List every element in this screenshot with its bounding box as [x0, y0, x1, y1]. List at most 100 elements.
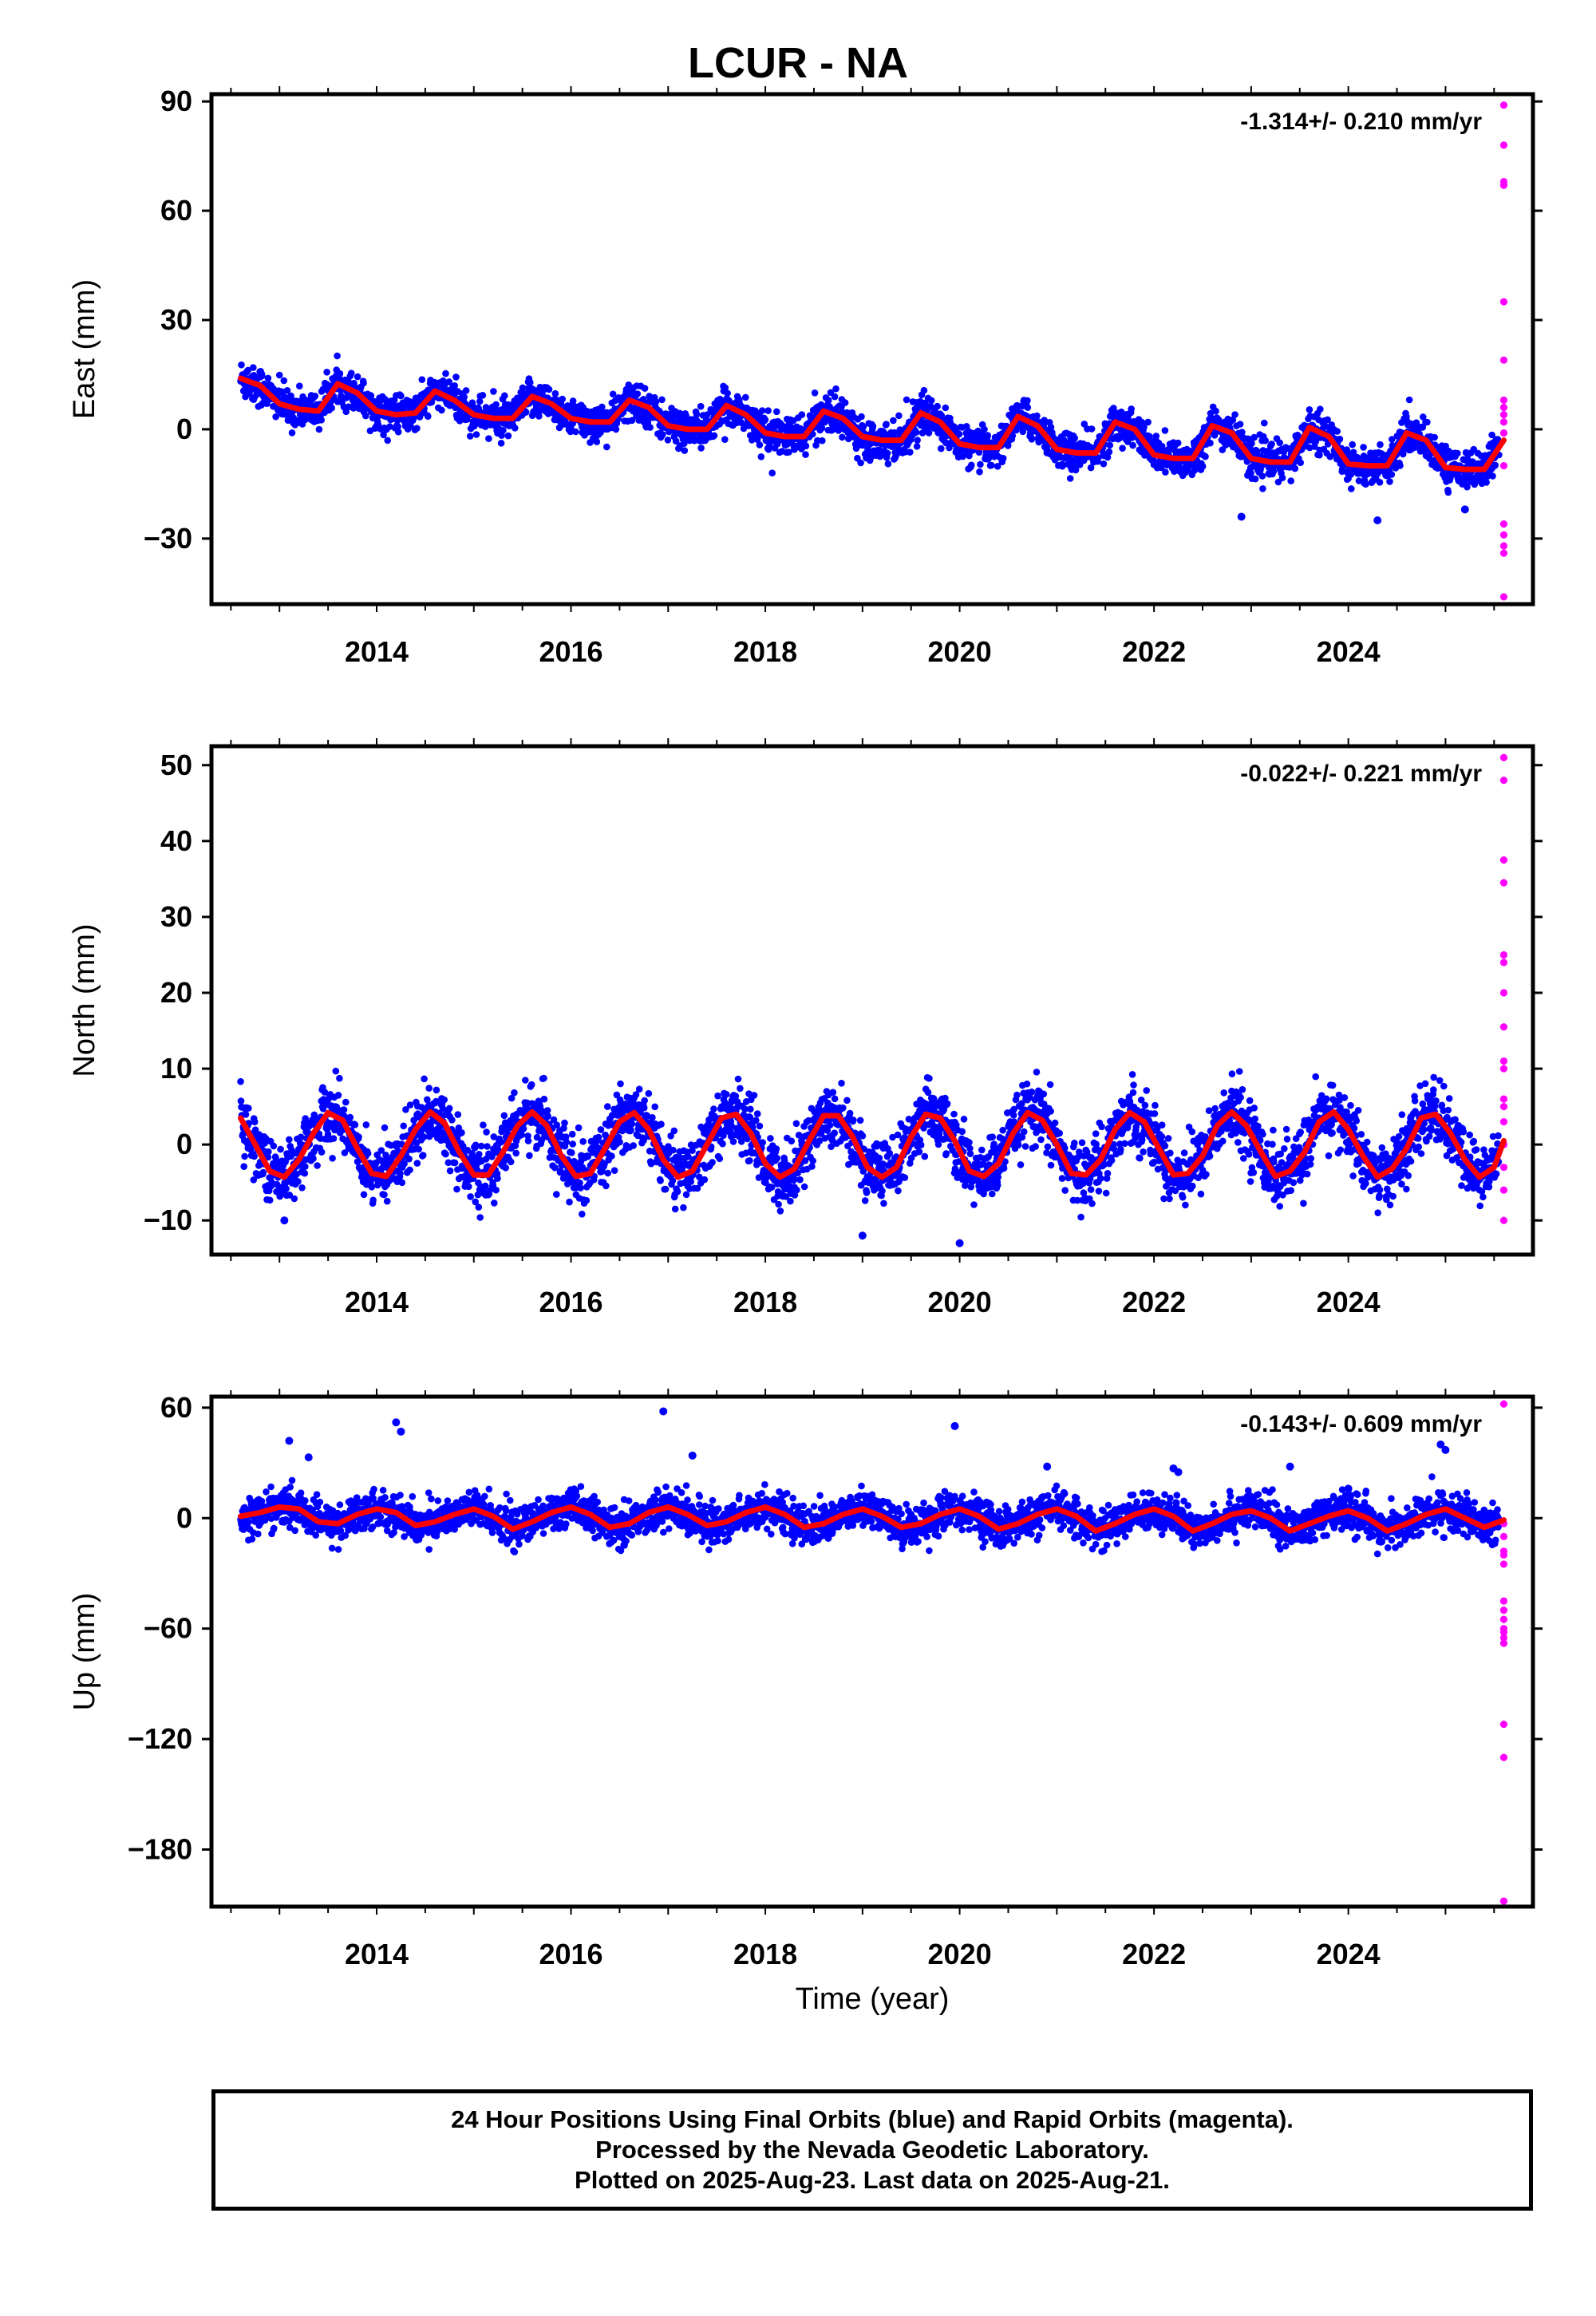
final-orbit-point	[1360, 444, 1367, 451]
final-orbit-point	[1024, 397, 1031, 405]
final-orbit-point	[724, 389, 731, 397]
final-orbit-point	[244, 366, 252, 374]
final-orbit-point	[476, 1214, 484, 1221]
final-orbit-point	[472, 421, 479, 428]
final-orbit-point	[617, 1080, 624, 1088]
final-orbit-point	[511, 1089, 518, 1097]
final-orbit-point	[747, 1105, 754, 1113]
final-orbit-point	[785, 449, 792, 456]
final-orbit-point	[883, 449, 891, 457]
final-orbit-point	[1124, 438, 1132, 445]
final-orbit-point	[442, 370, 449, 377]
rapid-orbit-point	[1499, 418, 1508, 426]
final-orbit-point	[1316, 451, 1323, 459]
final-orbit-point	[507, 1158, 515, 1166]
final-orbit-point	[670, 1127, 678, 1135]
final-orbit-point	[913, 443, 921, 450]
final-orbit-point	[709, 1159, 716, 1166]
final-orbit-point	[501, 392, 508, 400]
final-orbit-point	[1238, 429, 1246, 436]
final-orbit-point	[302, 1163, 309, 1170]
final-orbit-point	[1174, 439, 1182, 447]
final-orbit-point	[490, 388, 497, 395]
final-orbit-point	[1454, 449, 1461, 457]
final-orbit-point	[1041, 417, 1048, 424]
final-orbit-point	[502, 1164, 509, 1172]
final-orbit-point	[1317, 405, 1324, 413]
final-orbit-point	[522, 1077, 529, 1084]
final-orbit-point	[397, 392, 405, 400]
final-orbit-point	[1333, 428, 1341, 435]
final-orbit-point	[440, 1096, 448, 1104]
final-orbit-point	[640, 1104, 648, 1112]
final-orbit-points	[237, 1067, 1503, 1247]
final-orbit-outlier	[1460, 505, 1469, 514]
final-orbit-point	[330, 1135, 338, 1142]
final-orbit-point	[1229, 416, 1237, 424]
final-orbit-point	[368, 1184, 376, 1191]
y-tick-label: 0	[176, 413, 192, 445]
rapid-orbit-point	[1499, 411, 1508, 419]
final-orbit-point	[612, 425, 620, 433]
final-orbit-point	[864, 448, 872, 456]
final-orbit-point	[767, 1135, 774, 1142]
final-orbit-point	[354, 373, 361, 381]
final-orbit-point	[419, 1152, 427, 1159]
final-orbit-point	[336, 1074, 343, 1082]
final-orbit-point	[818, 425, 826, 432]
final-orbit-point	[500, 427, 507, 434]
final-orbit-point	[831, 393, 839, 401]
final-orbit-point	[559, 395, 566, 403]
final-orbit-point	[798, 411, 806, 418]
final-orbit-point	[346, 1113, 354, 1121]
final-orbit-point	[768, 469, 776, 476]
final-orbit-point	[569, 1140, 576, 1148]
final-orbit-point	[907, 449, 914, 456]
final-orbit-point	[1095, 454, 1102, 461]
final-orbit-point	[772, 1145, 780, 1152]
final-orbit-point	[318, 417, 326, 424]
final-orbit-point	[270, 1142, 278, 1150]
final-orbit-point	[677, 414, 684, 421]
final-orbit-point	[976, 468, 983, 476]
final-orbit-point	[841, 399, 849, 406]
final-orbit-point	[1247, 469, 1254, 477]
rapid-orbit-point	[1499, 520, 1508, 528]
final-orbit-point	[1211, 432, 1219, 439]
x-tick-label: 2014	[345, 635, 409, 668]
final-orbit-point	[1258, 472, 1266, 480]
final-orbit-point	[729, 1138, 737, 1145]
final-orbit-point	[1297, 459, 1304, 466]
final-orbit-point	[355, 1133, 362, 1140]
x-tick-label: 2016	[539, 635, 602, 668]
final-orbit-point	[776, 1207, 784, 1215]
final-orbit-point	[634, 390, 642, 397]
final-orbit-point	[1128, 405, 1135, 413]
final-orbit-point	[757, 453, 765, 460]
final-orbit-point	[527, 378, 534, 386]
final-orbit-point	[750, 1092, 758, 1099]
final-orbit-point	[977, 460, 984, 468]
final-orbit-point	[465, 1183, 472, 1191]
final-orbit-point	[1336, 435, 1344, 443]
final-orbit-point	[319, 1105, 327, 1113]
final-orbit-point	[318, 1148, 326, 1156]
final-orbit-point	[1464, 483, 1471, 491]
final-orbit-point	[1019, 428, 1027, 436]
final-orbit-point	[1088, 425, 1096, 433]
final-orbit-point	[452, 373, 460, 381]
final-orbit-point	[476, 1151, 483, 1158]
final-orbit-point	[627, 1126, 634, 1134]
final-orbit-point	[1250, 433, 1258, 441]
final-orbit-point	[460, 393, 468, 401]
final-orbit-point	[398, 1179, 406, 1187]
final-orbit-point	[682, 1191, 690, 1199]
final-orbit-point	[1100, 460, 1108, 468]
final-orbit-point	[522, 409, 530, 416]
final-orbit-point	[579, 1138, 587, 1145]
x-tick-label: 2024	[1317, 635, 1381, 668]
final-orbit-point	[1270, 468, 1278, 475]
final-orbit-point	[1287, 477, 1294, 484]
final-orbit-point	[1386, 478, 1393, 485]
final-orbit-point	[566, 1198, 573, 1206]
